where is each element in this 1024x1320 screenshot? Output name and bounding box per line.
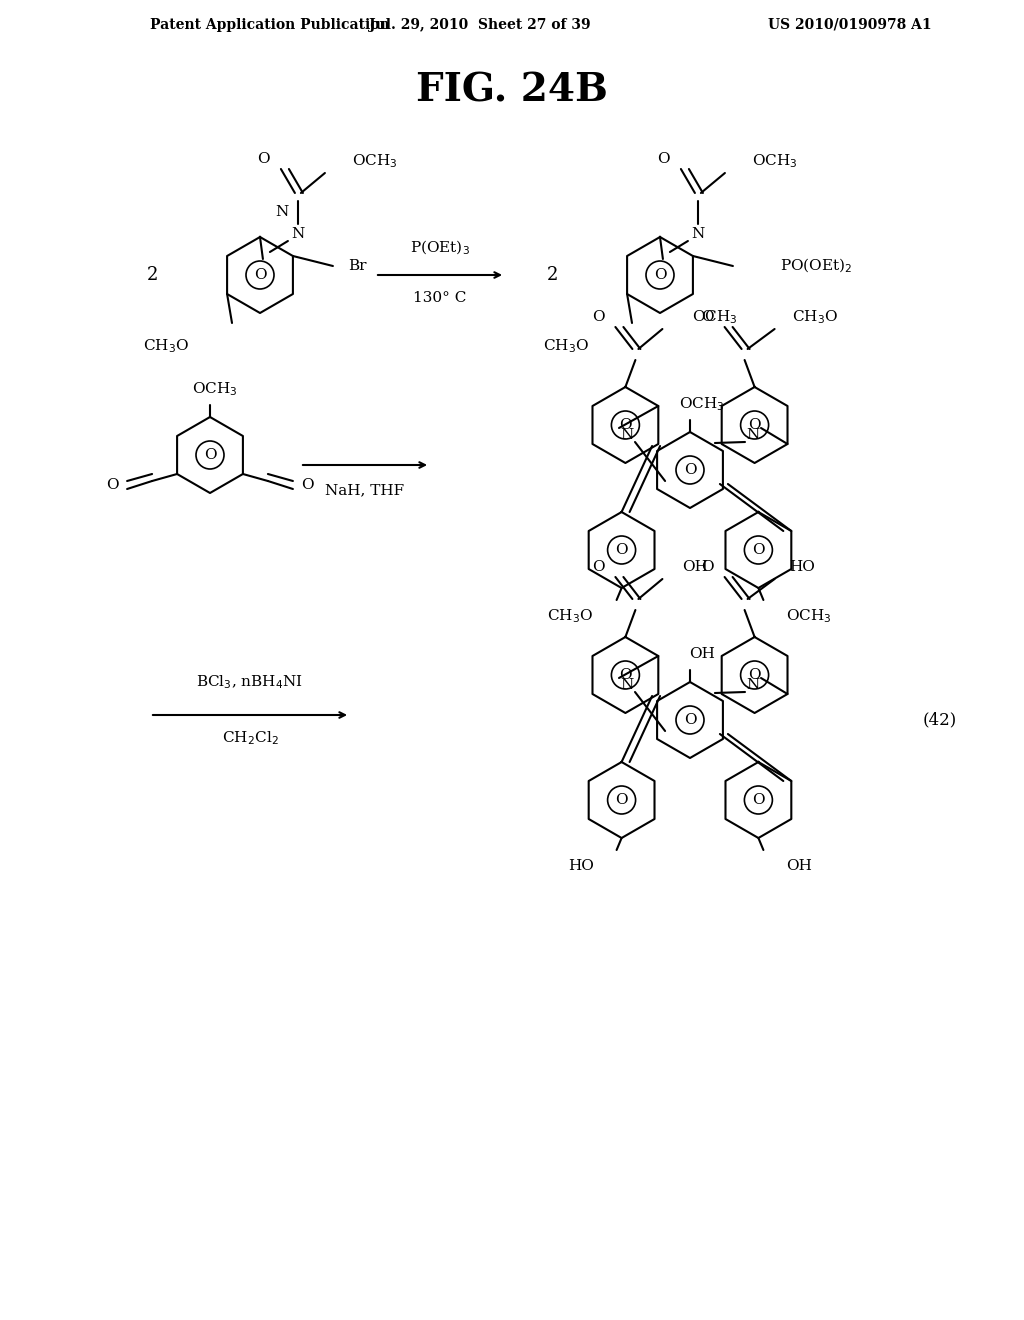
Text: O: O (657, 152, 671, 166)
Text: OH: OH (689, 647, 715, 661)
Text: OCH$_3$: OCH$_3$ (692, 308, 738, 326)
Text: O: O (620, 668, 632, 682)
Text: OCH$_3$: OCH$_3$ (193, 380, 238, 397)
Text: O: O (204, 447, 216, 462)
Text: O: O (653, 268, 667, 282)
Text: O: O (592, 310, 605, 323)
Text: O: O (752, 543, 765, 557)
Text: HO: HO (790, 560, 815, 574)
Text: OH: OH (786, 859, 812, 873)
Text: HO: HO (567, 859, 594, 873)
Text: O: O (749, 668, 761, 682)
Text: O: O (615, 543, 628, 557)
Text: CH$_3$O: CH$_3$O (792, 308, 838, 326)
Text: N: N (291, 227, 304, 242)
Text: N: N (621, 428, 634, 442)
Text: OH: OH (682, 560, 709, 574)
Text: 2: 2 (547, 267, 558, 284)
Text: O: O (752, 793, 765, 807)
Text: O: O (684, 713, 696, 727)
Text: O: O (254, 268, 266, 282)
Text: O: O (105, 478, 119, 492)
Text: CH$_3$O: CH$_3$O (543, 337, 589, 355)
Text: N: N (746, 428, 760, 442)
Text: N: N (746, 678, 760, 692)
Text: O: O (620, 418, 632, 432)
Text: CH$_3$O: CH$_3$O (143, 337, 189, 355)
Text: O: O (684, 463, 696, 477)
Text: 130° C: 130° C (414, 290, 467, 305)
Text: P(OEt)$_3$: P(OEt)$_3$ (410, 239, 470, 257)
Text: Patent Application Publication: Patent Application Publication (150, 18, 389, 32)
Text: OCH$_3$: OCH$_3$ (752, 152, 798, 170)
Text: O: O (302, 478, 314, 492)
Text: Br: Br (348, 259, 367, 273)
Text: Jul. 29, 2010  Sheet 27 of 39: Jul. 29, 2010 Sheet 27 of 39 (370, 18, 591, 32)
Text: N: N (621, 678, 634, 692)
Text: O: O (701, 560, 714, 574)
Text: US 2010/0190978 A1: US 2010/0190978 A1 (768, 18, 932, 32)
Text: OCH$_3$: OCH$_3$ (786, 607, 831, 624)
Text: CH$_2$Cl$_2$: CH$_2$Cl$_2$ (221, 729, 279, 747)
Text: CH$_3$O: CH$_3$O (548, 607, 594, 624)
Text: O: O (701, 310, 714, 323)
Text: (42): (42) (923, 711, 957, 729)
Text: O: O (592, 560, 605, 574)
Text: O: O (749, 418, 761, 432)
Text: O: O (258, 152, 270, 166)
Text: 2: 2 (146, 267, 158, 284)
Text: PO(OEt)$_2$: PO(OEt)$_2$ (780, 257, 852, 275)
Text: OCH$_3$: OCH$_3$ (352, 152, 397, 170)
Text: NaH, THF: NaH, THF (326, 483, 404, 498)
Text: BCl$_3$, nBH$_4$NI: BCl$_3$, nBH$_4$NI (197, 673, 303, 690)
Text: OCH$_3$: OCH$_3$ (679, 395, 725, 413)
Text: N: N (275, 205, 289, 219)
Text: N: N (691, 227, 705, 242)
Text: O: O (615, 793, 628, 807)
Text: FIG. 24B: FIG. 24B (416, 71, 608, 110)
